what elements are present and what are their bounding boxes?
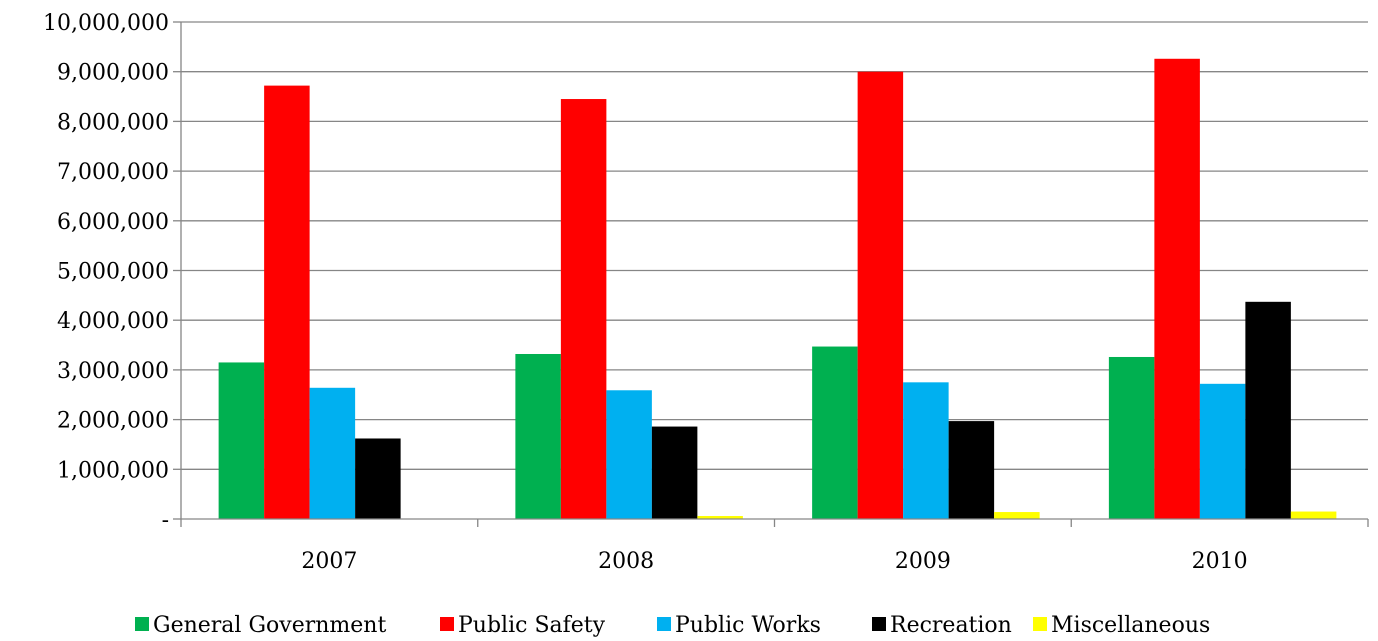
bar [1108,356,1155,519]
bar [903,382,949,519]
y-tick-label: 8,000,000 [57,110,169,135]
y-tick-label: 10,000,000 [43,11,169,36]
legend-swatch [657,617,671,631]
bar [1245,301,1291,519]
legend-label: General Government [153,613,386,638]
y-tick-label: 5,000,000 [57,260,169,285]
y-tick-label: - [162,508,169,533]
bar [1290,511,1337,519]
bar [812,346,858,519]
x-tick-label: 2010 [1192,549,1248,574]
y-tick-label: 7,000,000 [57,160,169,185]
bar [948,421,995,519]
bar [606,390,652,519]
y-tick-label: 6,000,000 [57,210,169,235]
x-tick-label: 2009 [895,549,951,574]
legend-label: Public Works [675,613,821,638]
bar [697,516,743,519]
bar [515,353,561,519]
bar [651,426,698,519]
bar [218,362,265,519]
y-tick-label: 2,000,000 [57,409,169,434]
legend-label: Public Safety [458,613,606,638]
x-axis-ticks: 2007 2008 2009 2010 [180,519,1369,574]
y-tick-label: 9,000,000 [57,61,169,86]
x-tick-label: 2008 [598,549,654,574]
bar [1199,383,1246,519]
bar [994,512,1040,519]
bar [857,71,904,519]
bars [218,58,1337,519]
legend-swatch [1033,617,1047,631]
legend-swatch [135,617,149,631]
bar [1154,58,1200,519]
y-tick-label: 1,000,000 [57,458,169,483]
bar [309,387,356,519]
legend-swatch [440,617,454,631]
y-tick-label: 4,000,000 [57,309,169,334]
legend: General Government Public Safety Public Wo… [135,613,1210,638]
bar [355,438,401,519]
bar [264,85,310,519]
bar [560,99,607,519]
gridlines [181,21,1368,470]
x-tick-label: 2007 [301,549,357,574]
y-tick-label: 3,000,000 [57,359,169,384]
legend-label: Recreation [890,613,1012,638]
legend-swatch [872,617,886,631]
legend-label: Miscellaneous [1051,613,1210,638]
y-axis-ticks: - 1,000,000 2,000,000 3,000,000 4,000,000 5,0… [43,11,181,533]
